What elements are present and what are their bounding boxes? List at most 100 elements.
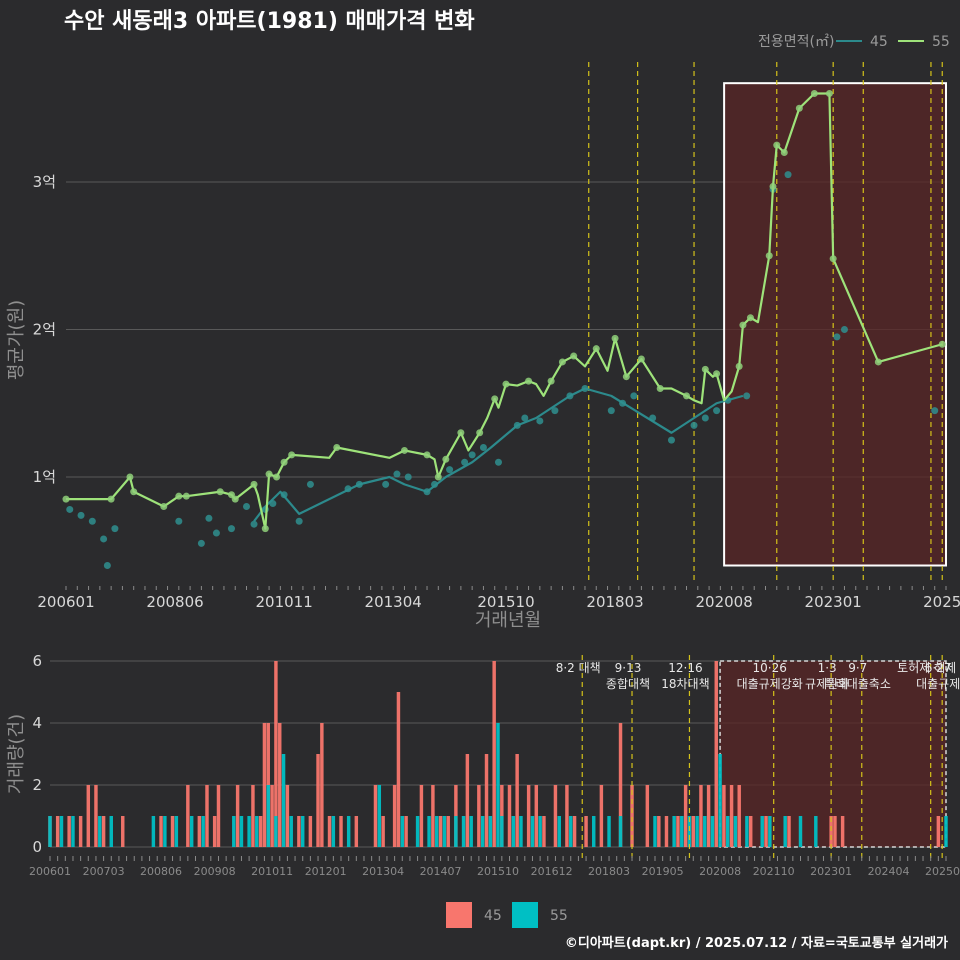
legend-swatch-55 — [512, 902, 538, 928]
bar-45 — [737, 785, 741, 847]
bar-55 — [435, 816, 439, 847]
series-line-55 — [66, 92, 943, 530]
bar-45 — [764, 816, 768, 847]
bar-55 — [400, 816, 404, 847]
bar-highlight-region — [719, 660, 947, 848]
bar-45 — [515, 754, 519, 847]
bar-45 — [664, 816, 669, 847]
data-point-55 — [683, 392, 691, 400]
bar-45 — [121, 816, 125, 847]
bar-y-tick-label: 0 — [32, 838, 42, 856]
data-point-55 — [637, 355, 645, 363]
data-point-45 — [423, 488, 431, 496]
data-point-55 — [773, 141, 781, 149]
bar-x-tick-label: 200908 — [194, 865, 236, 878]
bar-55 — [189, 816, 194, 847]
bar-45 — [316, 754, 320, 847]
policy-annotation: 12·16 — [668, 661, 702, 675]
data-point-55 — [434, 473, 442, 481]
bar-55 — [745, 816, 749, 847]
bottom-legend-label-45: 45 — [484, 908, 502, 924]
data-point-45 — [667, 436, 675, 444]
data-point-55 — [250, 480, 258, 488]
bar-55 — [201, 816, 205, 847]
bar-x-tick-label: 202110 — [753, 865, 795, 878]
bar-x-tick-label: 200806 — [140, 865, 182, 878]
x-tick-label: 201011 — [255, 593, 312, 611]
bar-55 — [415, 816, 420, 847]
bar-45 — [699, 785, 703, 847]
bar-45 — [657, 816, 661, 847]
bar-55 — [687, 816, 692, 847]
bar-45 — [484, 754, 489, 847]
bar-45 — [572, 816, 577, 847]
bar-55 — [607, 816, 611, 847]
data-point-45 — [833, 333, 841, 341]
data-point-45 — [175, 517, 183, 525]
bar-x-tick-label: 200601 — [29, 865, 71, 878]
data-point-45 — [100, 535, 108, 543]
data-point-55 — [231, 495, 239, 503]
data-point-45 — [269, 500, 277, 508]
data-point-55 — [126, 473, 134, 481]
data-point-55 — [502, 380, 510, 388]
bar-45 — [327, 816, 332, 847]
bar-x-tick-label: 202507 — [925, 865, 960, 878]
bar-55 — [469, 816, 473, 847]
bar-45 — [438, 816, 443, 847]
data-point-55 — [525, 377, 533, 385]
bar-45 — [392, 785, 397, 847]
bar-45 — [534, 785, 539, 847]
bar-55 — [496, 723, 500, 847]
bar-45 — [205, 785, 209, 847]
data-point-45 — [461, 458, 469, 466]
data-point-45 — [382, 480, 390, 488]
policy-annotation: 6·27 — [925, 661, 952, 675]
data-point-55 — [216, 488, 224, 496]
bar-55 — [718, 754, 722, 847]
data-point-55 — [62, 495, 70, 503]
x-tick-label: 201304 — [365, 593, 422, 611]
x-tick-label: 201803 — [586, 593, 643, 611]
data-point-45 — [243, 503, 251, 510]
bar-55 — [71, 816, 75, 847]
bar-x-tick-label: 201803 — [588, 865, 630, 878]
data-point-45 — [494, 458, 502, 466]
x-tick-label: 2025 — [923, 593, 960, 611]
data-point-55 — [182, 492, 190, 500]
bar-55 — [703, 816, 707, 847]
bar-45 — [297, 816, 301, 847]
data-point-45 — [690, 421, 698, 429]
data-point-55 — [491, 395, 499, 403]
data-point-45 — [479, 444, 487, 451]
policy-annotation: 9·7 — [848, 661, 867, 675]
data-point-55 — [273, 473, 281, 481]
bar-55 — [618, 816, 623, 847]
bar-55 — [500, 816, 504, 847]
bar-55 — [680, 816, 684, 847]
bar-55 — [557, 816, 561, 847]
bar-55 — [109, 816, 113, 847]
bar-55 — [814, 816, 818, 847]
data-point-55 — [622, 373, 630, 381]
bar-45 — [86, 785, 91, 847]
bar-45 — [94, 785, 98, 847]
top-y-axis-title: 평균가(원) — [6, 300, 27, 380]
policy-annotation: 18차대책 — [661, 676, 709, 691]
bar-55 — [48, 816, 52, 847]
bar-45 — [396, 692, 401, 847]
data-point-55 — [739, 321, 747, 329]
bar-45 — [465, 754, 470, 847]
data-point-55 — [107, 495, 115, 503]
policy-annotation: 8·2 대책 — [556, 660, 601, 675]
bar-45 — [339, 816, 343, 847]
bar-45 — [599, 785, 604, 847]
bar-55 — [733, 816, 738, 847]
legend-label-55: 55 — [932, 34, 950, 50]
bar-55 — [538, 816, 542, 847]
bar-45 — [691, 816, 696, 847]
bar-45 — [645, 785, 650, 847]
bar-45 — [829, 816, 833, 847]
bar-45 — [565, 785, 569, 847]
